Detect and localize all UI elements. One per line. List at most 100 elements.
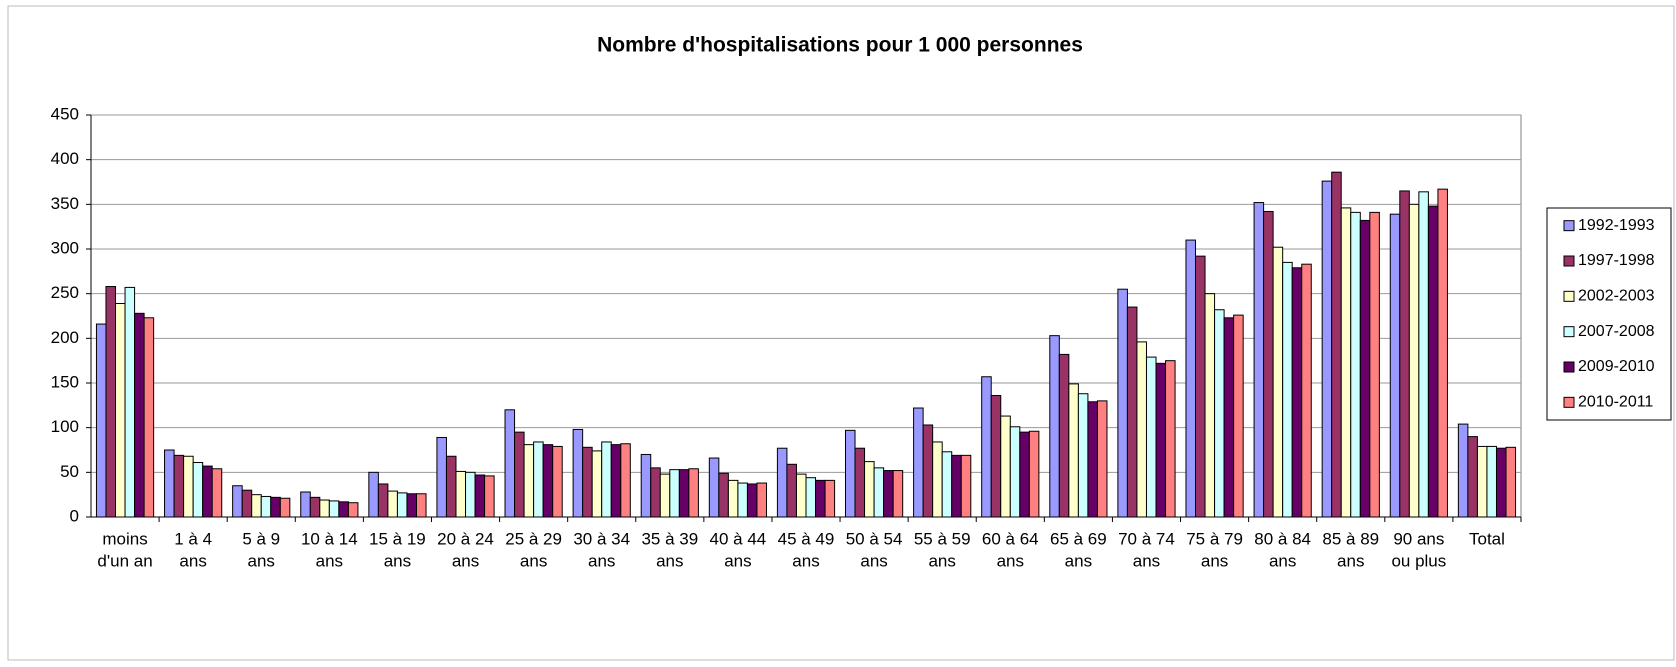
x-tick-label: 30 à 34 <box>573 529 630 548</box>
bar <box>1223 317 1235 518</box>
x-tick-label: moins <box>102 529 147 548</box>
bar <box>659 473 671 518</box>
y-tick-label: 50 <box>60 462 79 481</box>
bar <box>1204 293 1216 518</box>
x-tick-label: 75 à 79 <box>1186 529 1243 548</box>
bar <box>143 317 155 518</box>
bar <box>251 494 262 518</box>
x-tick-label: 85 à 89 <box>1322 529 1379 548</box>
x-tick-label: ans <box>1337 551 1364 570</box>
bar <box>115 302 126 518</box>
bar <box>95 323 107 518</box>
bar <box>542 444 554 518</box>
bar <box>805 477 817 518</box>
bar <box>368 471 379 518</box>
bar <box>1185 239 1197 518</box>
bar <box>436 436 447 518</box>
bar <box>1457 423 1469 518</box>
bar <box>406 493 417 518</box>
x-tick-label: 20 à 24 <box>437 529 494 548</box>
bar <box>824 479 836 518</box>
bar <box>105 286 117 518</box>
x-tick-label: ans <box>588 551 615 570</box>
bar <box>1068 383 1079 518</box>
bar <box>1155 362 1167 518</box>
x-tick-label: ou plus <box>1391 551 1446 570</box>
bar <box>465 471 476 518</box>
bar <box>300 491 311 518</box>
x-tick-label: ans <box>316 551 343 570</box>
bar <box>1359 219 1371 518</box>
bar <box>727 479 739 518</box>
bar <box>873 467 885 518</box>
bar <box>776 447 788 518</box>
bar <box>1253 202 1265 518</box>
x-tick-label: ans <box>248 551 275 570</box>
bar <box>1476 445 1488 518</box>
bar <box>1000 415 1011 518</box>
bar <box>1389 213 1401 518</box>
bar <box>610 444 622 518</box>
bar <box>415 493 427 518</box>
bar <box>347 502 359 518</box>
x-tick-label: Total <box>1469 529 1505 548</box>
bar <box>1495 447 1507 518</box>
y-tick-label: 300 <box>51 238 79 257</box>
x-tick-label: 70 à 74 <box>1118 529 1175 548</box>
bar <box>377 483 389 518</box>
bar <box>640 453 652 518</box>
bar <box>1028 430 1040 518</box>
x-tick-label: ans <box>520 551 547 570</box>
bar <box>309 496 321 518</box>
bar <box>1427 205 1439 518</box>
legend-label: 2010-2011 <box>1578 394 1653 411</box>
bar <box>183 455 194 518</box>
bar <box>786 463 797 518</box>
bar <box>164 449 175 518</box>
y-tick-label: 200 <box>51 328 79 347</box>
bar <box>396 492 408 518</box>
bar <box>941 451 953 518</box>
bar <box>932 441 943 518</box>
bar <box>718 472 729 518</box>
bar <box>1408 203 1420 518</box>
bar <box>1214 309 1225 518</box>
bar <box>669 469 680 518</box>
bar <box>951 454 962 518</box>
legend-label: 1992-1993 <box>1578 217 1655 234</box>
x-tick-label: ans <box>792 551 819 570</box>
chart-title: Nombre d'hospitalisations pour 1 000 per… <box>597 34 1083 57</box>
x-tick-label: ans <box>1133 551 1160 570</box>
legend-label: 1997-1998 <box>1578 252 1655 269</box>
legend-swatch <box>1563 290 1575 302</box>
legend-swatch <box>1563 326 1575 338</box>
bar <box>533 441 544 518</box>
legend-label: 2009-2010 <box>1578 358 1655 375</box>
bar <box>1077 393 1089 518</box>
bar <box>883 470 894 518</box>
bar <box>319 499 330 518</box>
x-tick-label: ans <box>860 551 887 570</box>
bar <box>387 490 398 518</box>
bar <box>620 443 631 518</box>
bar <box>1165 360 1176 518</box>
x-tick-label: 1 à 4 <box>174 529 212 548</box>
bar <box>484 475 495 518</box>
x-tick-label: 65 à 69 <box>1050 529 1107 548</box>
bar <box>202 465 213 518</box>
bar <box>1096 400 1108 518</box>
legend-swatch <box>1563 396 1575 408</box>
bar <box>981 376 992 518</box>
legend-swatch <box>1563 361 1575 373</box>
y-tick-label: 0 <box>70 506 79 525</box>
bar <box>514 431 525 518</box>
bar <box>1291 267 1303 518</box>
bar <box>523 444 535 518</box>
bar <box>328 500 340 518</box>
bar <box>338 501 349 518</box>
bar <box>504 409 516 518</box>
bar <box>260 495 272 518</box>
bar <box>844 429 856 518</box>
x-tick-label: 90 ans <box>1393 529 1444 548</box>
bar <box>864 461 875 518</box>
